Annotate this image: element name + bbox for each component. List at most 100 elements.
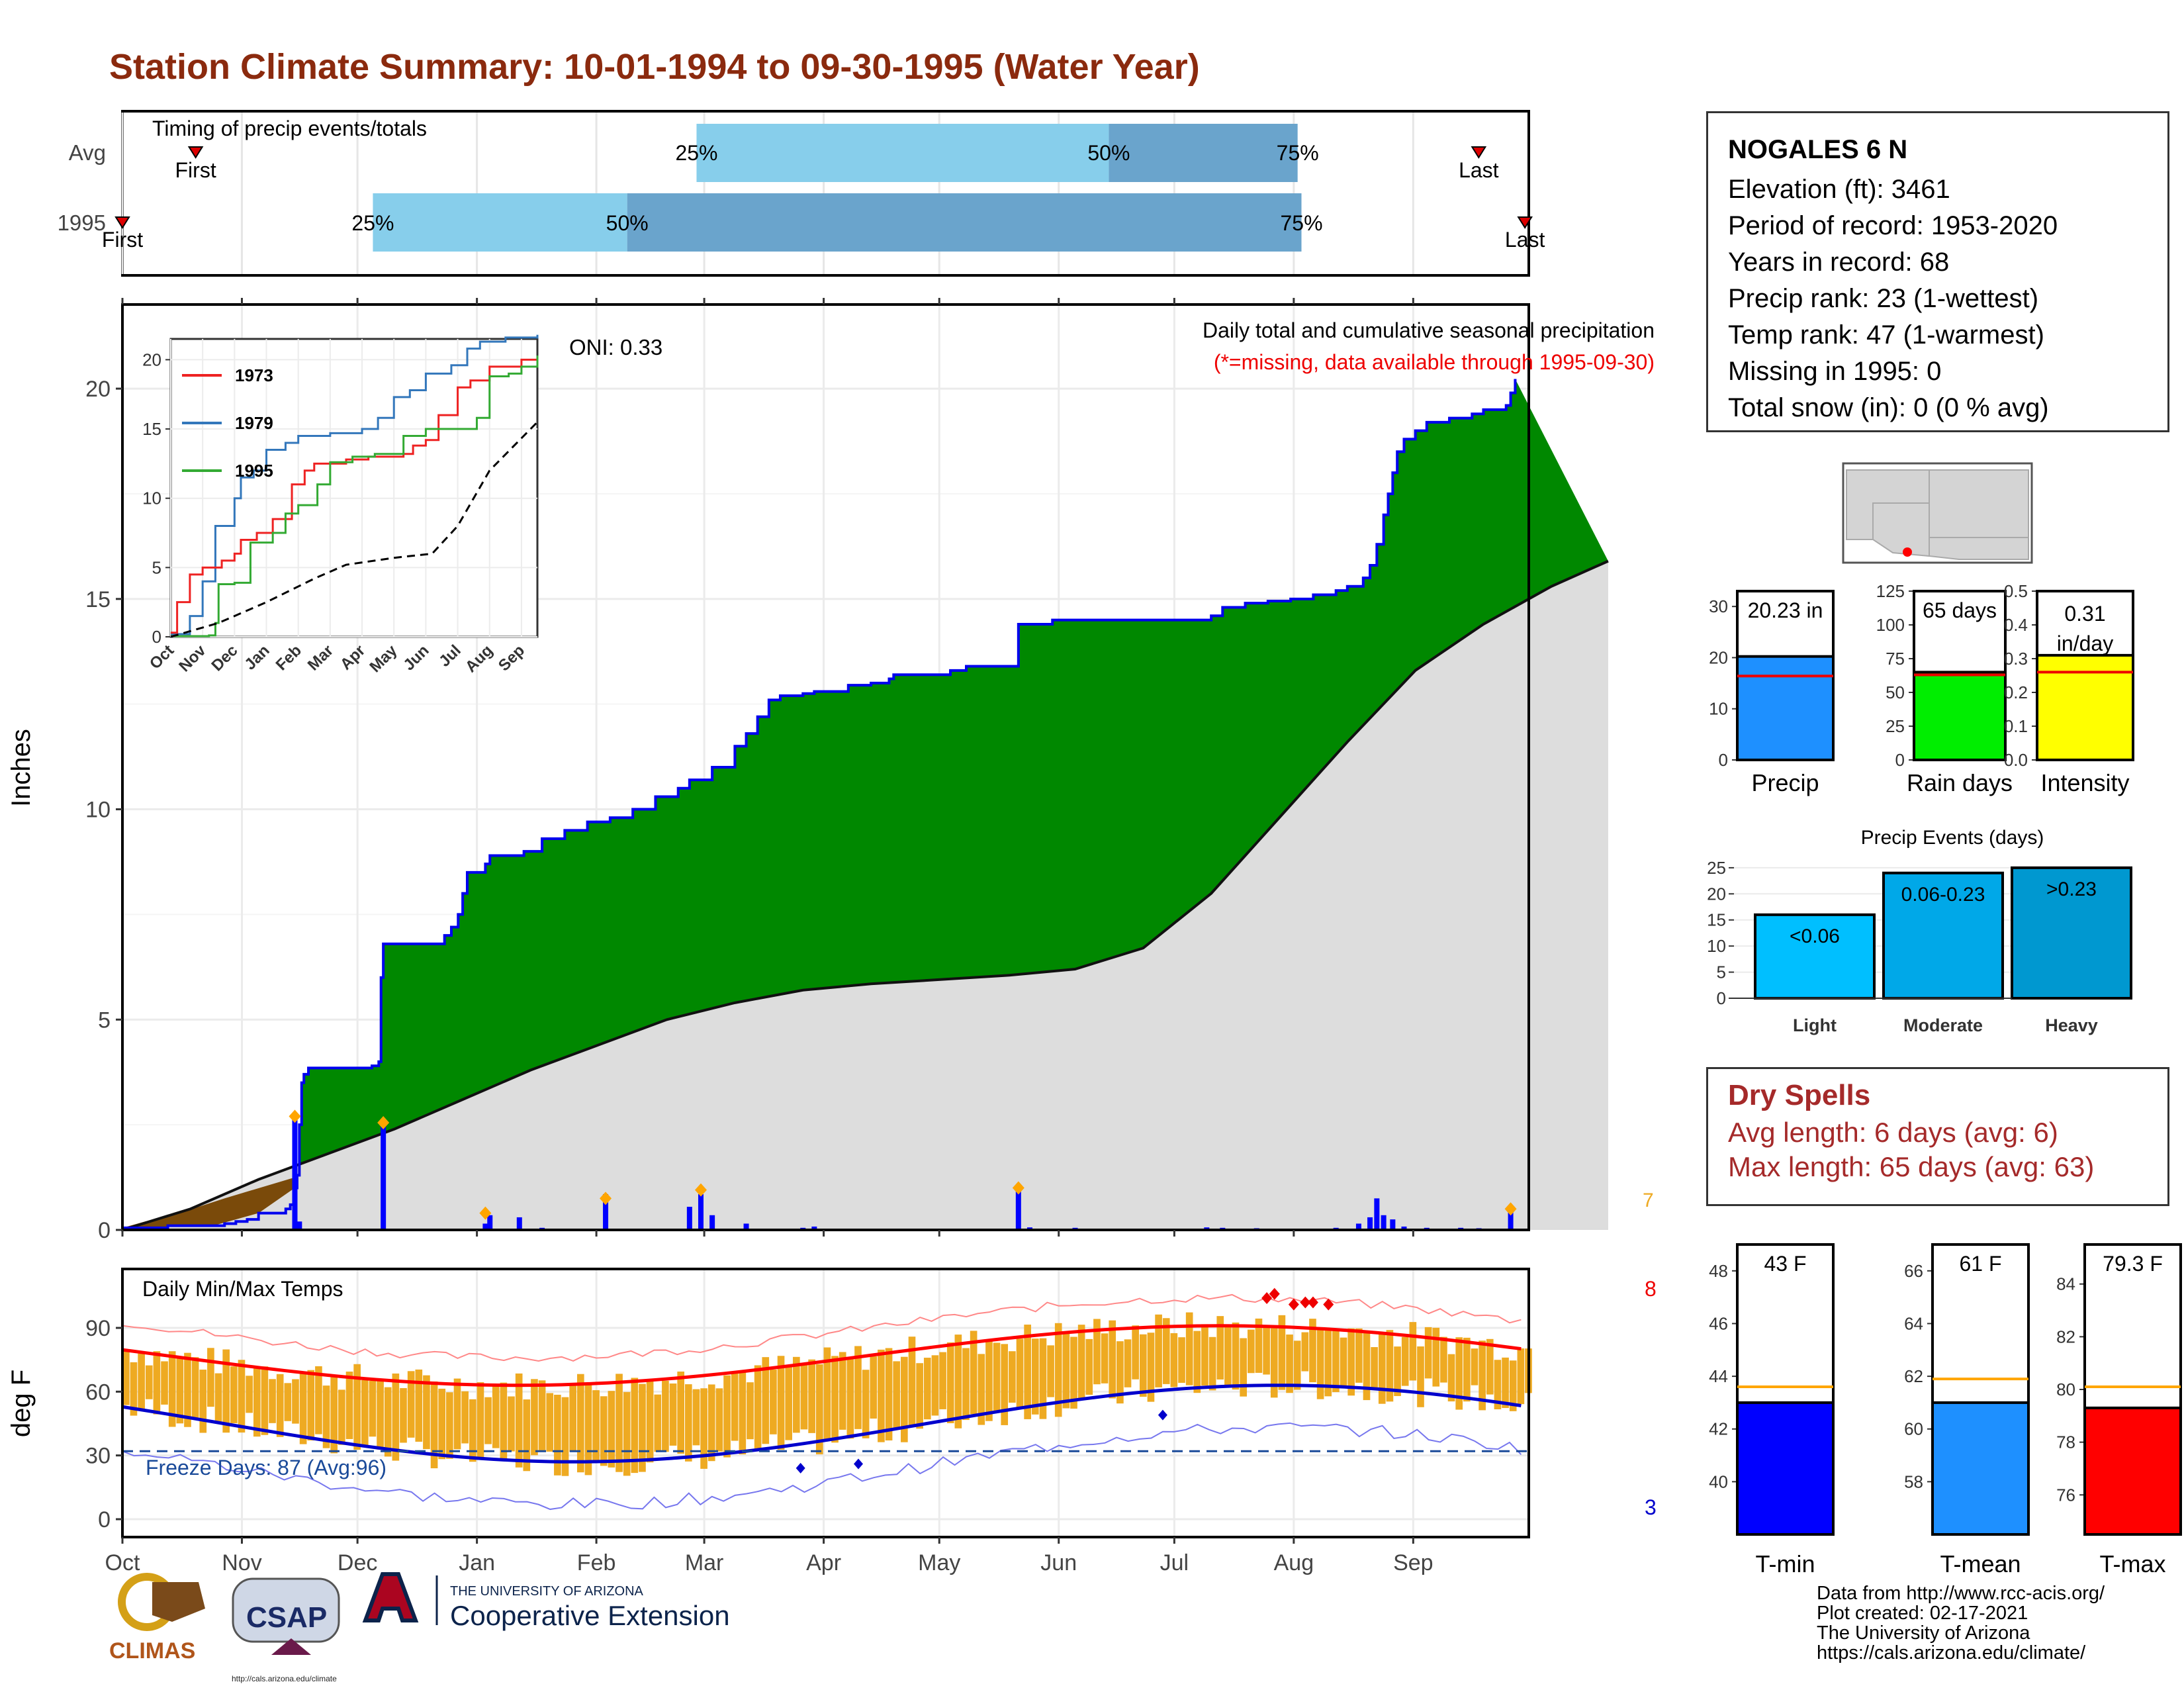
- station-line: Years in record: 68: [1728, 248, 1950, 277]
- daily-temp-bar: [446, 1392, 453, 1459]
- month-label: Jun: [1040, 1550, 1077, 1575]
- daily-temp-bar: [808, 1359, 815, 1433]
- daily-temp-bar: [1316, 1327, 1324, 1399]
- daily-temp-bar: [523, 1399, 531, 1472]
- month-label: Feb: [577, 1550, 616, 1575]
- daily-temp-bar: [269, 1379, 276, 1423]
- daily-temp-bar: [377, 1381, 384, 1450]
- daily-temp-bar: [584, 1383, 592, 1476]
- daily-temp-bar: [946, 1342, 954, 1423]
- daily-temp-bar: [246, 1376, 253, 1413]
- timing-q75-label: 75%: [1280, 211, 1322, 235]
- daily-temp-bar: [1031, 1338, 1039, 1415]
- summary-value-label: 43 F: [1764, 1252, 1806, 1276]
- daily-temp-bar: [608, 1391, 615, 1468]
- daily-temp-bar: [1139, 1334, 1147, 1397]
- timing-marker-label: Last: [1459, 158, 1499, 182]
- daily-precip-bar: [1390, 1219, 1396, 1230]
- station-line: Total snow (in): 0 (0 % avg): [1728, 393, 2049, 422]
- daily-temp-bar: [1155, 1314, 1162, 1387]
- inset-line-1979: [171, 334, 539, 635]
- timing-bar-25-50: [696, 124, 1109, 182]
- daily-temp-bar: [1147, 1333, 1155, 1402]
- month-label: Jan: [459, 1550, 495, 1575]
- daily-temp-bar: [469, 1399, 477, 1462]
- record-high-count: 8: [1645, 1277, 1657, 1301]
- summary-title: Intensity: [2040, 769, 2129, 796]
- month-label: May: [918, 1550, 960, 1575]
- daily-temp-bar: [1409, 1322, 1417, 1381]
- daily-temp-bar: [870, 1356, 878, 1419]
- events-ytick-label: 10: [1707, 936, 1726, 956]
- daily-temp-bar: [161, 1361, 168, 1405]
- record-low-marker-icon: [796, 1462, 805, 1474]
- record-high-marker-icon: [1323, 1298, 1334, 1311]
- precip-ytick-label: 10: [85, 798, 111, 823]
- daily-temp-bar: [707, 1384, 715, 1462]
- csap-url: http://cals.arizona.edu/climate: [232, 1674, 337, 1683]
- daily-temp-bar: [253, 1368, 261, 1437]
- daily-temp-bar: [777, 1356, 785, 1450]
- precip-header: Daily total and cumulative seasonal prec…: [1203, 318, 1655, 342]
- summary-title: Rain days: [1907, 769, 2013, 796]
- summary-ytick-label: 82: [2056, 1327, 2075, 1346]
- daily-temp-bar: [1455, 1337, 1463, 1410]
- inset-ytick-label: 10: [142, 489, 161, 508]
- summary-ytick-label: 80: [2056, 1380, 2075, 1399]
- daily-temp-bar: [592, 1390, 600, 1462]
- daily-temp-bar: [207, 1348, 214, 1407]
- daily-temp-bar: [978, 1354, 985, 1425]
- daily-temp-bar: [901, 1356, 908, 1442]
- daily-temp-bar: [230, 1366, 238, 1423]
- daily-temp-bar: [1424, 1327, 1432, 1379]
- summary-title: T-max: [2099, 1550, 2165, 1577]
- top-event-marker-icon: [1504, 1202, 1517, 1216]
- summary-title: Precip: [1751, 769, 1819, 796]
- daily-temp-bar: [191, 1357, 199, 1419]
- daily-temp-bar: [1132, 1325, 1139, 1380]
- ua-big: Cooperative Extension: [450, 1600, 730, 1631]
- daily-precip-bar: [1015, 1188, 1021, 1230]
- summary-ytick-label: 84: [2056, 1274, 2075, 1294]
- precip-panel: 0 5 10 15 20 Inches ONI: 0.33 Daily total an…: [7, 298, 1655, 1243]
- daily-temp-bar: [438, 1388, 446, 1460]
- ua-logo: THE UNIVERSITY OF ARIZONA Cooperative Ex…: [362, 1572, 730, 1631]
- daily-temp-bar: [292, 1379, 299, 1424]
- events-bar-label: 0.06-0.23: [1901, 884, 1985, 906]
- daily-temp-bar: [770, 1369, 777, 1434]
- inset-legend-label: 1979: [235, 413, 273, 433]
- daily-temp-bar: [122, 1350, 130, 1405]
- daily-temp-bar: [1054, 1323, 1062, 1417]
- summary-ytick-label: 0.4: [2004, 615, 2028, 635]
- daily-temp-bar: [1401, 1336, 1409, 1386]
- timing-marker-label: First: [102, 228, 143, 252]
- dry-spells-box: Dry Spells Avg length: 6 days (avg: 6) M…: [1706, 1067, 2169, 1206]
- daily-temp-bar: [1355, 1328, 1363, 1383]
- month-label: Apr: [806, 1550, 841, 1575]
- events-ytick-label: 15: [1707, 910, 1726, 930]
- daily-temp-bar: [508, 1396, 515, 1452]
- events-ytick-label: 0: [1717, 988, 1726, 1008]
- daily-temp-bar: [276, 1374, 284, 1437]
- summary-ytick-label: 20: [1709, 647, 1728, 667]
- daily-temp-bar: [646, 1381, 654, 1463]
- daily-temp-bar: [554, 1394, 561, 1476]
- precip-ytick-label: 0: [98, 1218, 111, 1243]
- daily-temp-bar: [1039, 1338, 1047, 1419]
- daily-precip-bar: [686, 1207, 692, 1230]
- daily-temp-bar: [1363, 1331, 1371, 1401]
- events-category-label: Light: [1793, 1015, 1837, 1035]
- daily-temp-bar: [576, 1374, 584, 1473]
- daily-temp-bar: [715, 1388, 723, 1452]
- normal-cumulative-line: [122, 559, 1609, 1231]
- daily-temp-bar: [1240, 1338, 1247, 1397]
- temp-frame: [121, 1268, 1530, 1538]
- events-bar: [1754, 913, 1876, 1000]
- summary-ytick-label: 46: [1709, 1313, 1728, 1333]
- record-high-line: [122, 1293, 1522, 1362]
- daily-temp-bar: [1340, 1337, 1347, 1386]
- record-low-marker-icon: [853, 1458, 863, 1470]
- daily-temp-bar: [669, 1383, 677, 1446]
- daily-temp-bar: [214, 1373, 222, 1424]
